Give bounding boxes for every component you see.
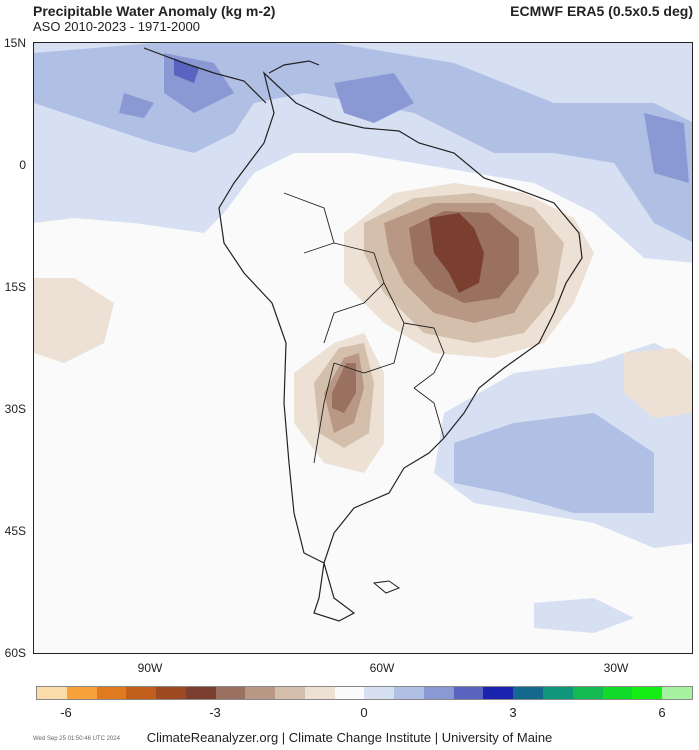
colorbar-label-zero: 0 bbox=[360, 705, 368, 720]
colorbar-label-neg6: -6 bbox=[60, 705, 72, 720]
colorbar-segment bbox=[483, 687, 514, 699]
anomaly-negative-pacific bbox=[34, 278, 114, 363]
colorbar-segment bbox=[185, 687, 216, 699]
colorbar-label-pos6: 6 bbox=[658, 705, 666, 720]
colorbar-segment bbox=[572, 687, 603, 699]
colorbar-segment bbox=[66, 687, 97, 699]
colorbar-label-pos3: 3 bbox=[509, 705, 517, 720]
anomaly-negative-argentina-core bbox=[332, 363, 356, 413]
lon-label-60w: 60W bbox=[369, 661, 395, 675]
map-subtitle: ASO 2010-2023 - 1971-2000 bbox=[33, 19, 200, 34]
anomaly-negative-atlantic bbox=[624, 348, 692, 418]
lon-label-90w: 90W bbox=[137, 661, 163, 675]
colorbar-segment bbox=[394, 687, 424, 699]
colorbar-segment bbox=[215, 687, 246, 699]
lat-label-15n: 15N bbox=[4, 36, 27, 50]
timestamp: Wed Sep 25 01:50:46 UTC 2024 bbox=[33, 736, 120, 742]
falkland-islands bbox=[372, 580, 401, 594]
lat-label-60s: 60S bbox=[4, 646, 26, 660]
colorbar-segment bbox=[453, 687, 484, 699]
dataset-label: ECMWF ERA5 (0.5x0.5 deg) bbox=[510, 3, 693, 19]
credit-footer: ClimateReanalyzer.org | Climate Change I… bbox=[146, 730, 553, 745]
lat-label-30s: 30S bbox=[4, 402, 26, 416]
colorbar-segment bbox=[96, 687, 127, 699]
coastline-south-america bbox=[218, 71, 583, 622]
colorbar-segment bbox=[245, 687, 276, 699]
colorbar-segment bbox=[37, 687, 67, 699]
lat-label-15s: 15S bbox=[4, 280, 26, 294]
colorbar-segment bbox=[423, 687, 454, 699]
lat-label-45s: 45S bbox=[4, 524, 26, 538]
anomaly-map bbox=[34, 43, 692, 653]
colorbar-segment bbox=[602, 687, 633, 699]
colorbar-segment bbox=[513, 687, 544, 699]
lat-label-eq: 0 bbox=[19, 158, 26, 172]
map-area bbox=[33, 42, 693, 654]
anomaly-positive-north-max bbox=[174, 58, 199, 83]
anomaly-negative-brazil-core bbox=[429, 213, 484, 293]
anomaly-positive-south-3 bbox=[534, 598, 634, 633]
anomaly-positive-south-2 bbox=[454, 413, 654, 513]
colorbar-segment bbox=[543, 687, 573, 699]
coastline-central-america bbox=[143, 47, 320, 104]
country-borders bbox=[283, 192, 445, 464]
map-title: Precipitable Water Anomaly (kg m-2) bbox=[33, 3, 276, 19]
colorbar-segment bbox=[632, 687, 663, 699]
colorbar-segment bbox=[364, 687, 395, 699]
lon-label-30w: 30W bbox=[603, 661, 629, 675]
colorbar-segment bbox=[126, 687, 157, 699]
colorbar-segment bbox=[156, 687, 186, 699]
colorbar-segment bbox=[304, 687, 335, 699]
colorbar-segment bbox=[275, 687, 305, 699]
colorbar-label-neg3: -3 bbox=[209, 705, 221, 720]
colorbar-segment bbox=[662, 687, 692, 699]
colorbar bbox=[36, 686, 693, 700]
colorbar-segment bbox=[334, 687, 365, 699]
